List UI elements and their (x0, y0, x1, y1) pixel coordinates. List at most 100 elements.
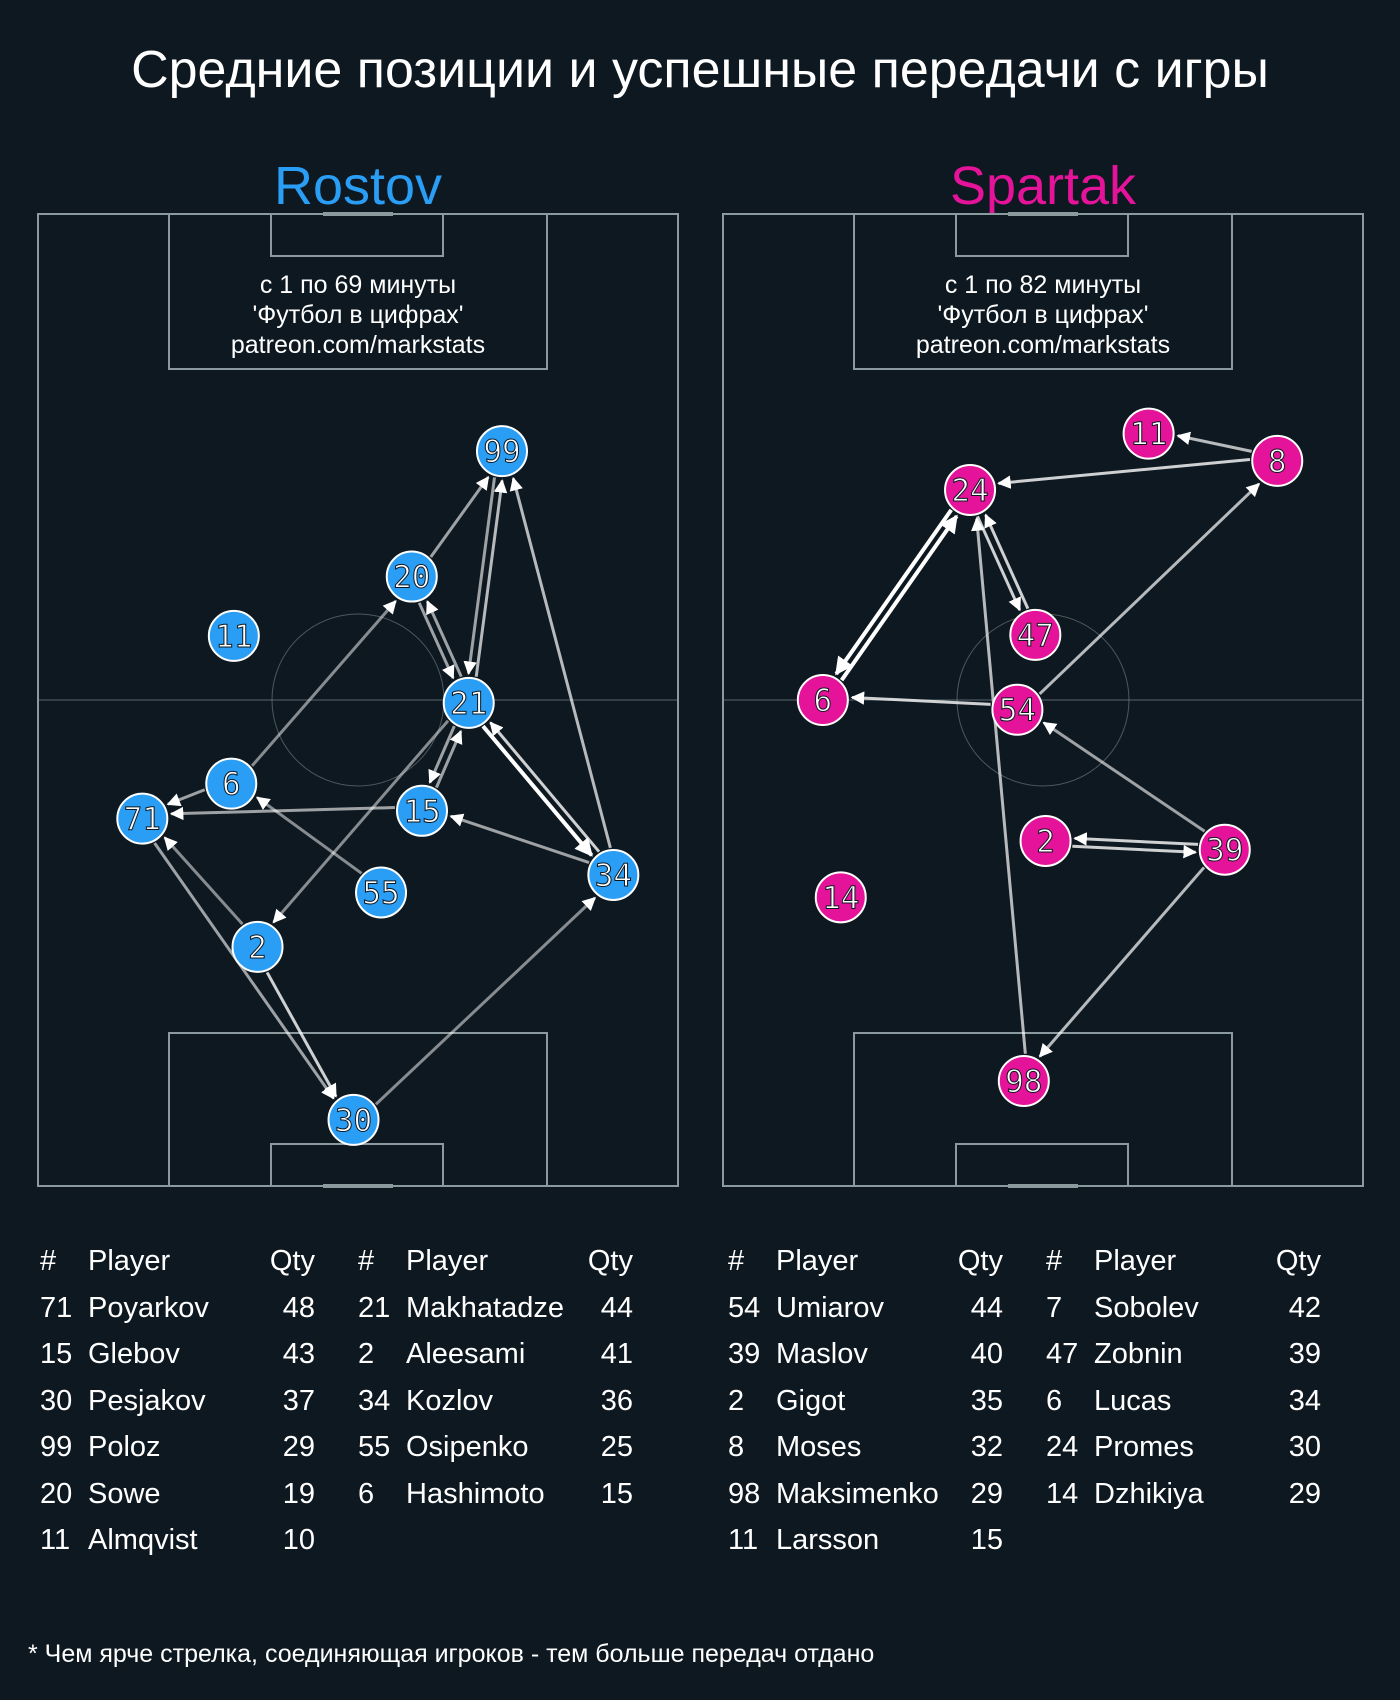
player-node-47 (1009, 608, 1062, 661)
pass-arrow-55-to-6 (255, 796, 363, 875)
pass-arrow-39-to-2 (1073, 832, 1199, 846)
table-cell-num: 2 (728, 1384, 745, 1417)
player-node-20 (385, 550, 438, 603)
table-cell-qty: 39 (1288, 1338, 1321, 1370)
pitch-lines (37, 212, 679, 1188)
player-number-30: 30 (335, 1103, 372, 1139)
table-cell-name: Moses (776, 1431, 862, 1463)
table-cell-num: 99 (40, 1431, 73, 1463)
pass-arrow-24-to-47 (976, 515, 1022, 612)
table-cell-num: 2 (358, 1338, 375, 1370)
table-cell-num: 54 (728, 1291, 761, 1324)
table-cell-name: Poyarkov (88, 1291, 209, 1324)
table-cell-num: 7 (1046, 1291, 1063, 1324)
table-cell-qty: 42 (1288, 1291, 1321, 1324)
player-number-71: 71 (124, 802, 161, 838)
table-cell-name: Osipenko (406, 1431, 529, 1463)
table-cell-num: 8 (728, 1431, 745, 1463)
table-cell-name: Lucas (1094, 1384, 1172, 1417)
table-cell-qty: 36 (600, 1384, 633, 1417)
table-cell-num: 6 (358, 1477, 375, 1510)
table-cell-qty: 15 (970, 1524, 1003, 1556)
player-node-34 (587, 848, 640, 901)
pass-arrow-99-to-21 (463, 477, 496, 675)
table-header-qty: Qty (587, 1245, 633, 1277)
player-node-55 (355, 866, 408, 919)
player-number-99: 99 (483, 434, 520, 470)
table-cell-name: Gigot (776, 1384, 846, 1417)
player-node-2 (1019, 814, 1072, 867)
player-number-55: 55 (362, 875, 399, 911)
goal-area-top (955, 213, 1129, 257)
table-cell-qty: 10 (282, 1524, 315, 1556)
player-number-47: 47 (1017, 618, 1054, 654)
table-cell-name: Aleesami (406, 1338, 526, 1370)
table-cell-name: Promes (1094, 1431, 1194, 1463)
player-node-6 (205, 757, 258, 810)
pass-arrow-34-to-15 (449, 813, 590, 865)
table-cell-qty: 37 (282, 1384, 315, 1417)
pass-arrow-20-to-99 (429, 475, 490, 558)
player-number-11: 11 (215, 619, 252, 655)
pass-arrow-8-to-24 (997, 457, 1251, 489)
pass-arrow-6-to-20 (250, 600, 397, 767)
table-cell-qty: 30 (1288, 1431, 1321, 1463)
player-node-39 (1198, 823, 1251, 876)
pass-arrow-21-to-20 (425, 600, 463, 678)
table-header-qty: Qty (269, 1245, 315, 1277)
table-cell-num: 21 (358, 1291, 391, 1324)
goal-area-bottom (270, 1143, 444, 1187)
table-cell-qty: 40 (970, 1338, 1003, 1370)
pass-arrow-8-to-11 (1176, 431, 1252, 453)
table-cell-num: 11 (728, 1524, 759, 1556)
table-cell-num: 47 (1046, 1338, 1079, 1370)
table-cell-name: Makhatadze (406, 1291, 564, 1324)
pass-arrow-54-to-6 (850, 691, 991, 706)
player-number-6: 6 (222, 767, 241, 803)
pass-arrow-21-to-99 (474, 479, 508, 677)
table-cell-name: Umiarov (776, 1291, 884, 1324)
table-cell-num: 30 (40, 1384, 73, 1417)
pass-arrow-47-to-24 (984, 513, 1030, 610)
player-number-24: 24 (951, 473, 988, 509)
player-number-15: 15 (403, 794, 440, 830)
table-header-name: Player (1094, 1245, 1177, 1277)
pass-arrow-98-to-24 (971, 517, 1027, 1054)
table-cell-num: 15 (40, 1338, 73, 1370)
player-node-21 (442, 676, 495, 729)
table-header-name: Player (776, 1245, 859, 1277)
player-node-24 (944, 464, 997, 517)
table-cell-qty: 29 (1288, 1477, 1321, 1510)
goal-area-top (270, 213, 444, 257)
pitch-rostov: с 1 по 69 минуты'Футбол в цифрах'patreon… (37, 212, 679, 1188)
table-cell-name: Poloz (88, 1431, 161, 1463)
table-cell-qty: 43 (282, 1338, 315, 1370)
player-node-6 (796, 674, 849, 726)
player-node-71 (116, 792, 169, 845)
table-cell-name: Zobnin (1094, 1338, 1183, 1370)
pass-arrow-20-to-21 (417, 602, 455, 680)
pass-arrow-15-to-71 (169, 806, 395, 821)
player-node-2 (231, 920, 284, 973)
table-cell-qty: 34 (1288, 1384, 1321, 1417)
pitch-spartak: с 1 по 82 минуты'Футбол в цифрах'patreon… (722, 212, 1364, 1188)
table-header-num: # (40, 1245, 57, 1277)
pass-arrows (834, 431, 1261, 1058)
team-title-rostov: Rostov (273, 156, 443, 216)
player-number-34: 34 (595, 858, 632, 894)
table-cell-num: 34 (358, 1384, 391, 1417)
table-header-name: Player (88, 1245, 171, 1277)
pass-arrow-6-to-71 (166, 788, 206, 807)
table-cell-qty: 32 (970, 1431, 1003, 1463)
table-cell-name: Maslov (776, 1338, 868, 1370)
footnote: * Чем ярче стрелка, соединяющая игроков … (28, 1640, 875, 1668)
table-cell-num: 71 (40, 1291, 73, 1324)
pass-arrow-21-to-2 (272, 719, 450, 924)
pitch-subtitle-line: 'Футбол в цифрах' (252, 301, 463, 329)
pitch-subtitle-line: 'Футбол в цифрах' (937, 301, 1148, 329)
pass-arrows (153, 475, 612, 1106)
pass-arrow-71-to-30 (153, 842, 335, 1100)
table-cell-num: 24 (1046, 1431, 1079, 1463)
table-cell-qty: 44 (970, 1291, 1003, 1324)
